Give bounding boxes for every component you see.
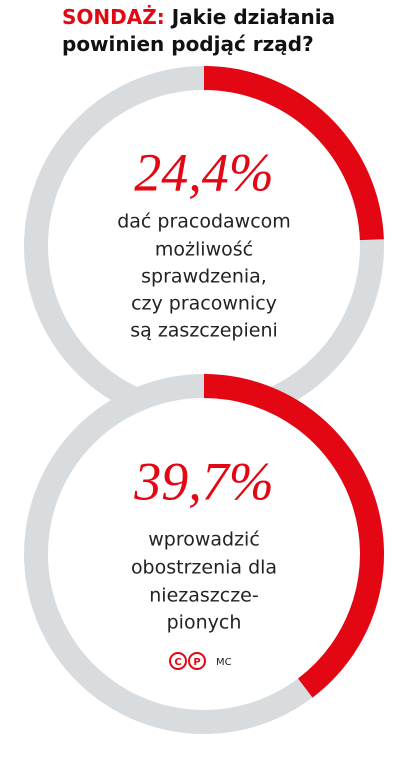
donut-background xyxy=(24,66,384,426)
logo-ring xyxy=(188,652,206,670)
logo-letter: C xyxy=(174,657,181,668)
description: sprawdzenia, xyxy=(141,266,267,288)
title-line-2: powinien podjąć rząd? xyxy=(62,32,314,56)
title-line-1: SONDAŻ: Jakie działania xyxy=(62,5,335,29)
description: dać pracodawcom xyxy=(117,211,291,233)
donut-segment xyxy=(203,374,384,698)
value-label: 39,7% xyxy=(133,451,273,511)
credit: MC xyxy=(216,657,232,668)
logo-ring xyxy=(169,652,187,670)
description: czy pracownicy xyxy=(131,293,277,315)
description: niezaszcze- xyxy=(149,585,258,607)
description: wprowadzić xyxy=(148,529,260,551)
description: są zaszczepieni xyxy=(130,320,278,342)
logo-letter: P xyxy=(193,657,200,668)
value-label: 24,4% xyxy=(134,142,273,202)
description: obostrzenia dla xyxy=(131,557,277,579)
title-prefix: SONDAŻ: xyxy=(62,5,165,29)
donut-segment xyxy=(203,66,384,241)
description: pionych xyxy=(167,612,242,634)
description: możliwość xyxy=(155,239,253,261)
charts: 24,4% dać pracodawcom możliwość sprawdzenia… xyxy=(24,66,384,734)
donut-background xyxy=(24,374,384,734)
title: Jakie działania xyxy=(170,5,335,29)
